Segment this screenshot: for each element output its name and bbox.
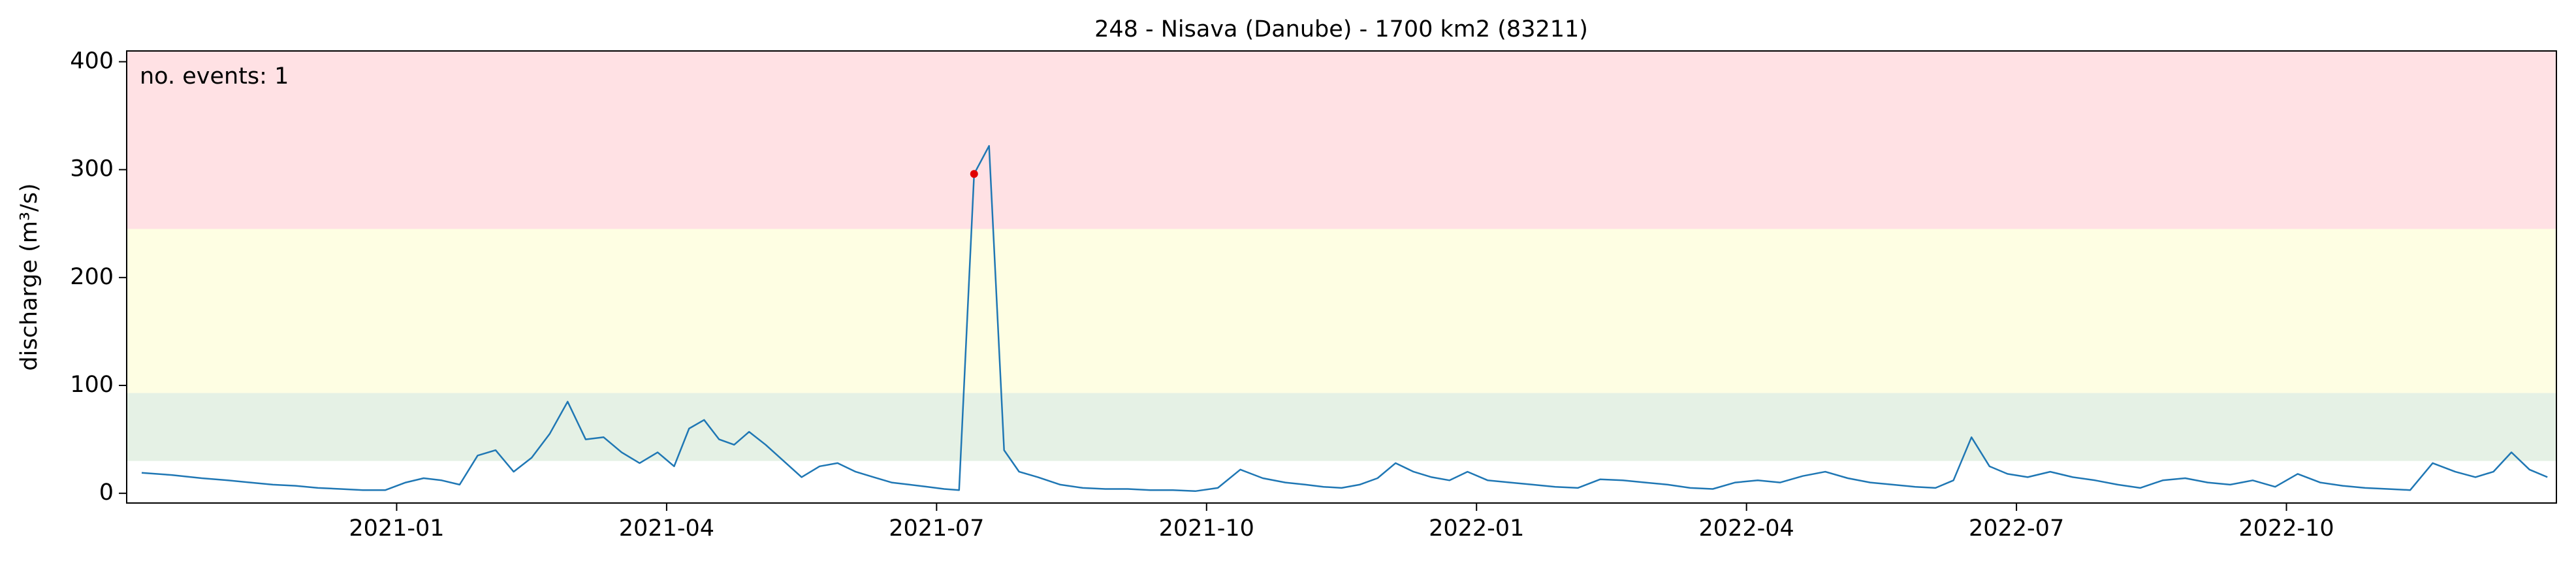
x-tick-label: 2022-04 [1699, 515, 1794, 542]
y-axis-label: discharge (m³/s) [16, 183, 42, 370]
x-tick-label: 2022-01 [1429, 515, 1524, 542]
threshold-band [127, 51, 2556, 229]
chart-title: 248 - Nisava (Danube) - 1700 km2 (83211) [1094, 16, 1588, 42]
x-tick-label: 2021-01 [349, 515, 444, 542]
threshold-band [127, 393, 2556, 461]
event-marker [970, 170, 978, 178]
x-tick-label: 2021-07 [889, 515, 984, 542]
x-tick-label: 2022-10 [2238, 515, 2334, 542]
discharge-line [141, 145, 2548, 493]
y-tick-label: 200 [70, 264, 114, 290]
y-tick-label: 0 [99, 480, 114, 506]
x-tick-label: 2021-04 [619, 515, 714, 542]
y-tick-label: 100 [70, 372, 114, 398]
threshold-band [127, 229, 2556, 393]
plot-frame [126, 50, 2557, 504]
x-tick-label: 2022-07 [1969, 515, 2064, 542]
y-tick-label: 300 [70, 156, 114, 182]
y-tick-label: 400 [70, 48, 114, 74]
x-tick-label: 2021-10 [1159, 515, 1254, 542]
annotation: no. events: 1 [140, 63, 289, 89]
